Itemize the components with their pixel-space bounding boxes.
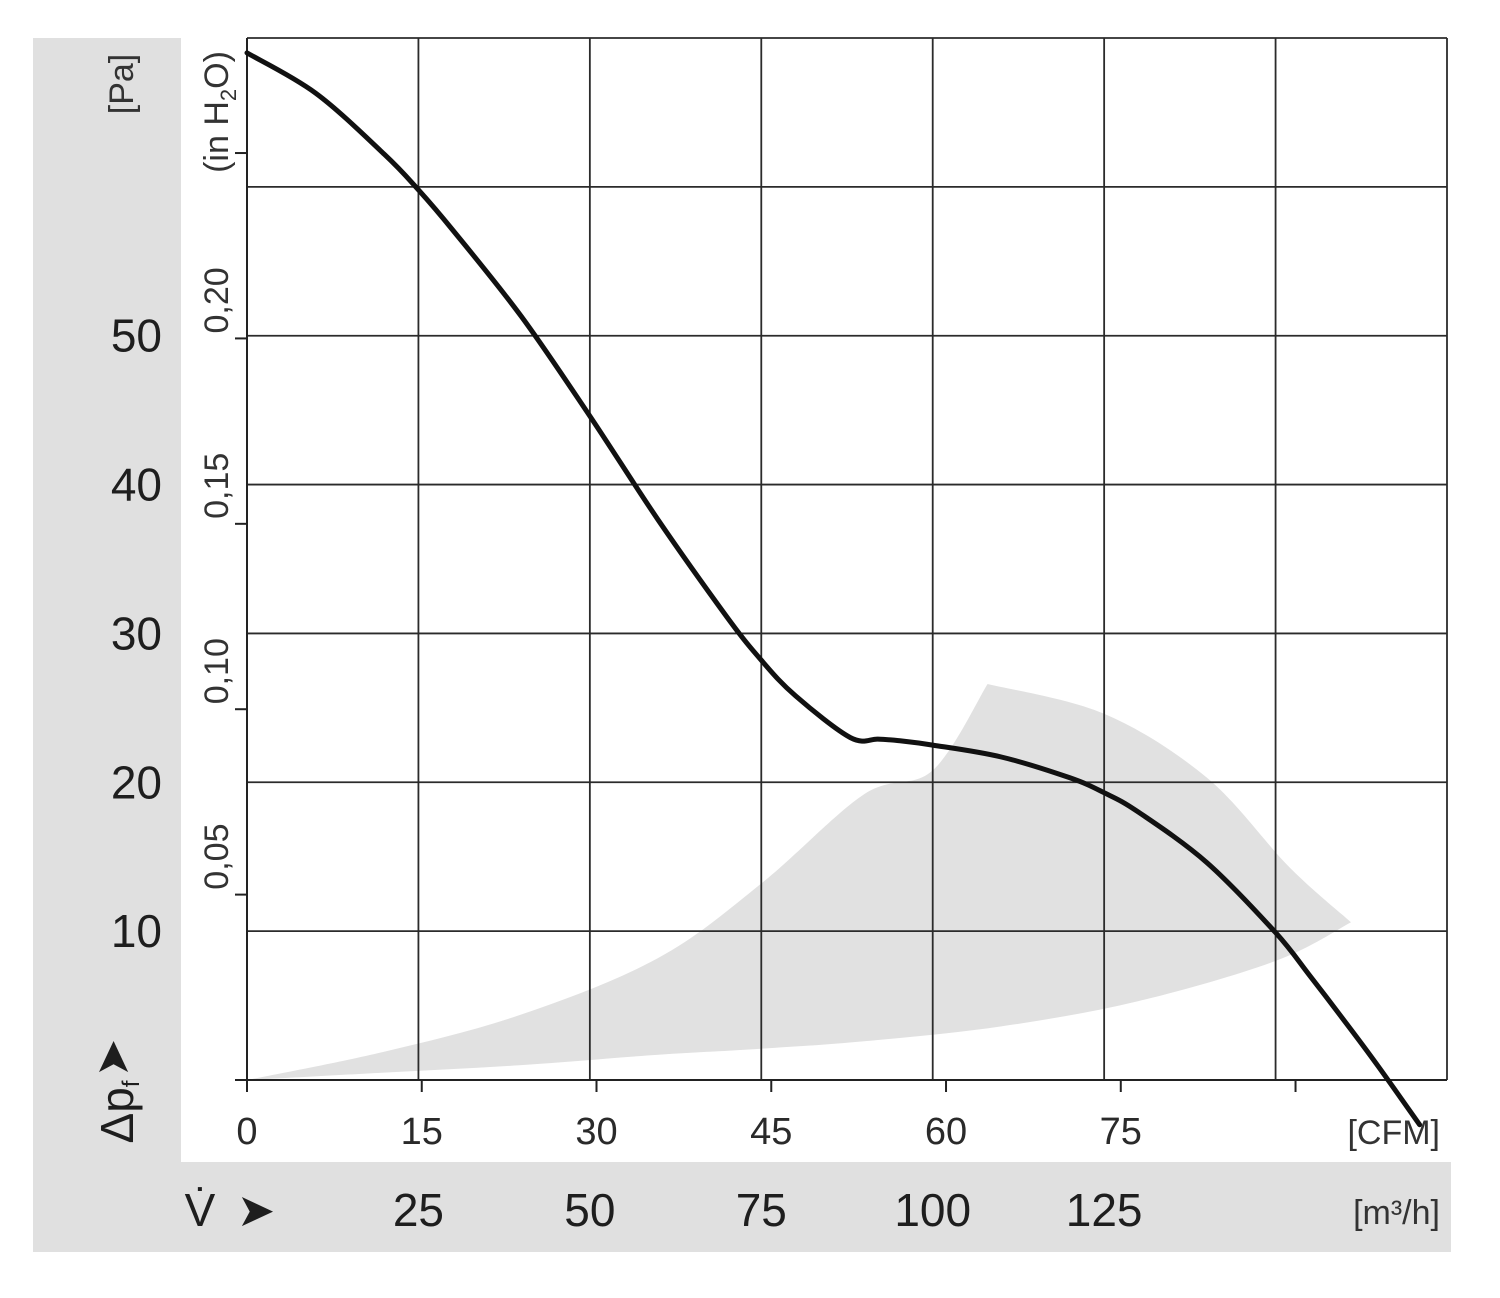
pa-tick-label: 30 — [111, 607, 162, 659]
m3h-tick-label: 125 — [1066, 1184, 1143, 1236]
cfm-tick-label: 0 — [236, 1111, 257, 1153]
axes — [235, 38, 1447, 1092]
cfm-tick-label: 15 — [401, 1111, 443, 1153]
m3h-tick-label: 75 — [736, 1184, 787, 1236]
pressure-subscript: f — [118, 1080, 145, 1087]
pa-tick-label: 40 — [111, 459, 162, 511]
m3h-axis-label: [m³/h] — [1353, 1194, 1440, 1232]
pa-tick-label: 50 — [111, 310, 162, 362]
m3h-tick-label: 100 — [894, 1184, 971, 1236]
pa-tick-label: 20 — [111, 756, 162, 808]
axis-labels: 10 20 30 40 50 0,05 0,10 0,15 0,20 0 15 30 45 60 75 25 5… — [111, 267, 1143, 1236]
inh2o-label-suffix: O) — [198, 51, 236, 89]
pressure-arrow-icon: ➤ — [86, 1039, 138, 1078]
bottom-label-panel — [33, 1162, 1451, 1252]
left-label-panel — [33, 38, 181, 1252]
pressure-curve — [244, 50, 1423, 1128]
inh2o-tick-label: 0,15 — [198, 453, 236, 519]
cfm-tick-label: 75 — [1100, 1111, 1142, 1153]
inh2o-tick-label: 0,05 — [198, 824, 236, 890]
cfm-tick-label: 45 — [750, 1111, 792, 1153]
cfm-tick-label: 60 — [925, 1111, 967, 1153]
pa-tick-label: 10 — [111, 905, 162, 957]
inh2o-tick-label: 0,10 — [198, 638, 236, 704]
inh2o-axis-label: (in H2O) — [198, 51, 241, 173]
pressure-axis-symbol: Δpf — [91, 1080, 145, 1143]
grid-lines — [247, 37, 1448, 1080]
inh2o-label-sub: 2 — [216, 89, 241, 101]
pa-axis-label: [Pa] — [103, 54, 141, 114]
cfm-axis-label: [CFM] — [1347, 1114, 1440, 1152]
m3h-tick-label: 25 — [393, 1184, 444, 1236]
inh2o-label-prefix: (in H — [198, 101, 236, 173]
flow-arrow-icon: ➤ — [237, 1184, 276, 1236]
m3h-tick-label: 50 — [564, 1184, 615, 1236]
pressure-symbol: Δp — [91, 1087, 143, 1143]
inh2o-tick-label: 0,20 — [198, 267, 236, 333]
flow-axis-symbol: V̇ — [185, 1184, 216, 1236]
cfm-tick-label: 30 — [575, 1111, 617, 1153]
